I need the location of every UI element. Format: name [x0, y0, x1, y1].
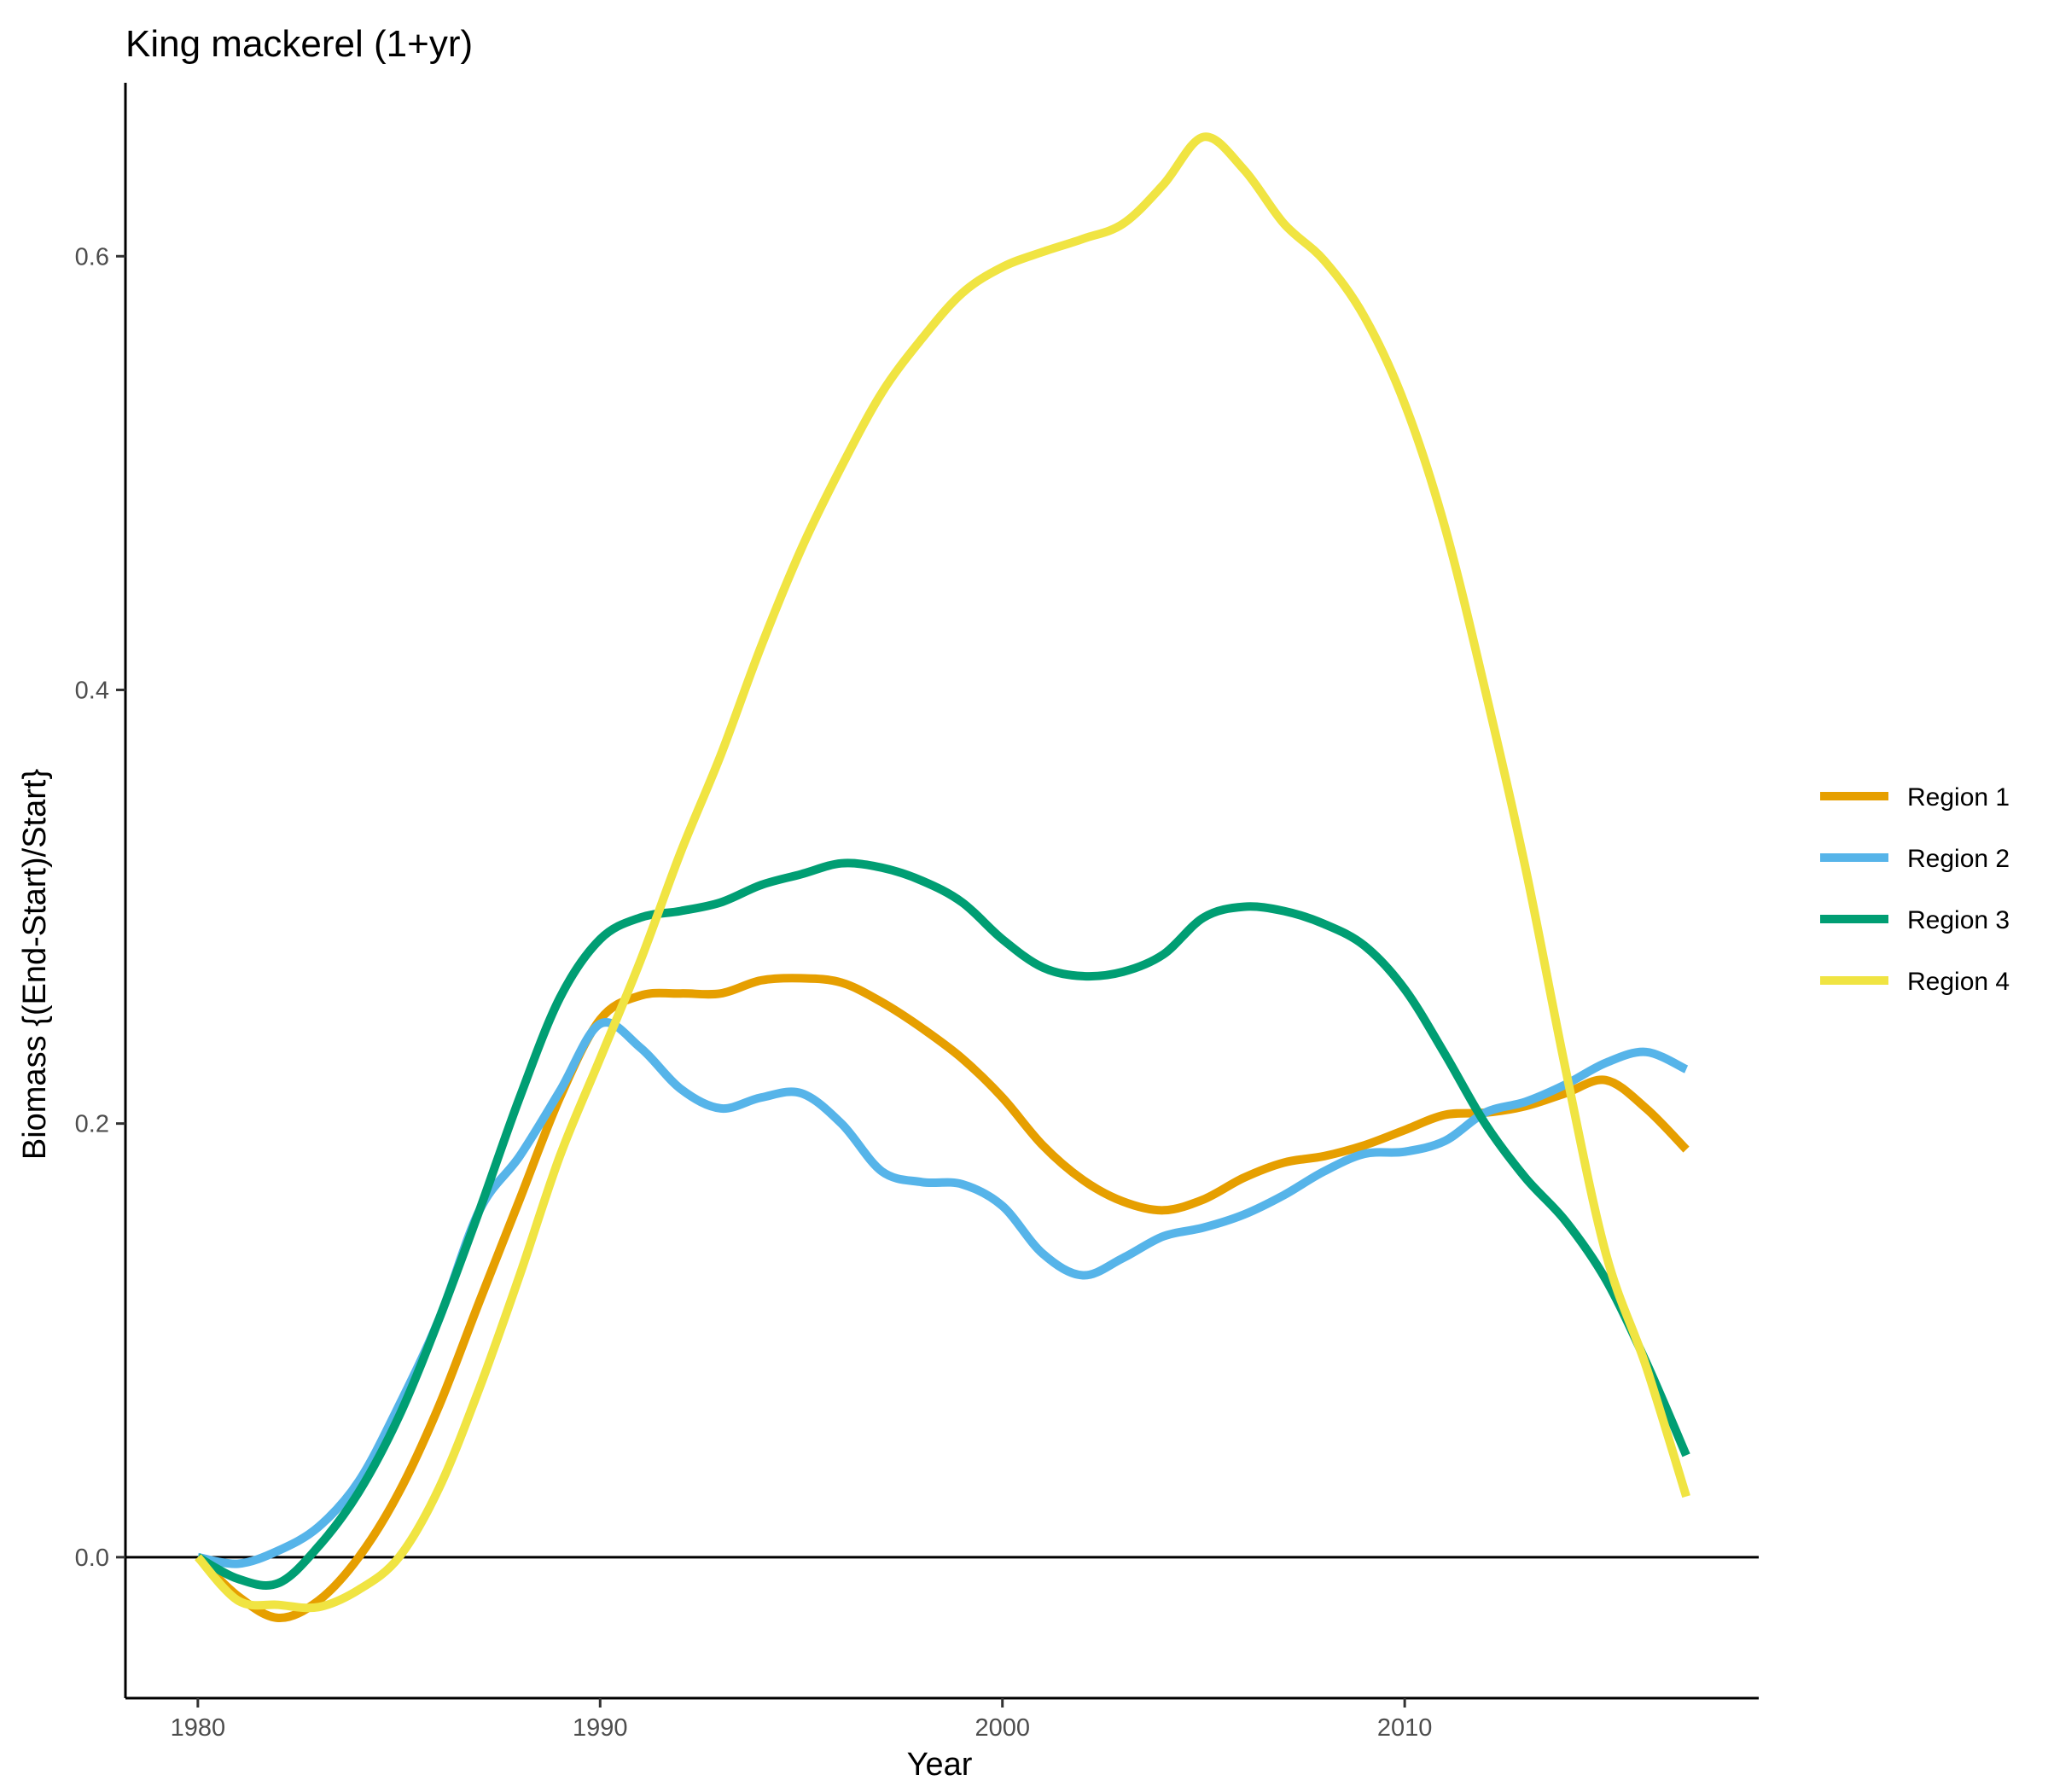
legend-label-region-2: Region 2 [1907, 845, 2010, 873]
x-tick-label: 2000 [975, 1714, 1030, 1742]
legend-label-region-1: Region 1 [1907, 783, 2010, 812]
y-tick-label: 0.4 [75, 677, 109, 704]
x-tick-label: 2010 [1377, 1714, 1433, 1742]
legend-label-region-3: Region 3 [1907, 906, 2010, 934]
series-line-region-3 [195, 858, 1690, 1590]
x-tick-label: 1980 [171, 1714, 226, 1742]
y-tick-label: 0.2 [75, 1111, 109, 1138]
y-axis-title: Biomass {(End-Start)/Start} [17, 769, 53, 1160]
x-tick-label: 1990 [573, 1714, 628, 1742]
y-tick-label: 0.0 [75, 1545, 109, 1572]
series-line-region-1 [195, 974, 1690, 1623]
series-line-region-2 [196, 1018, 1689, 1568]
series-line-region-4 [195, 132, 1690, 1613]
chart-title: King mackerel (1+yr) [125, 23, 473, 65]
x-axis-title: Year [907, 1747, 973, 1783]
y-tick-label: 0.6 [75, 243, 109, 271]
legend-label-region-4: Region 4 [1907, 968, 2010, 996]
